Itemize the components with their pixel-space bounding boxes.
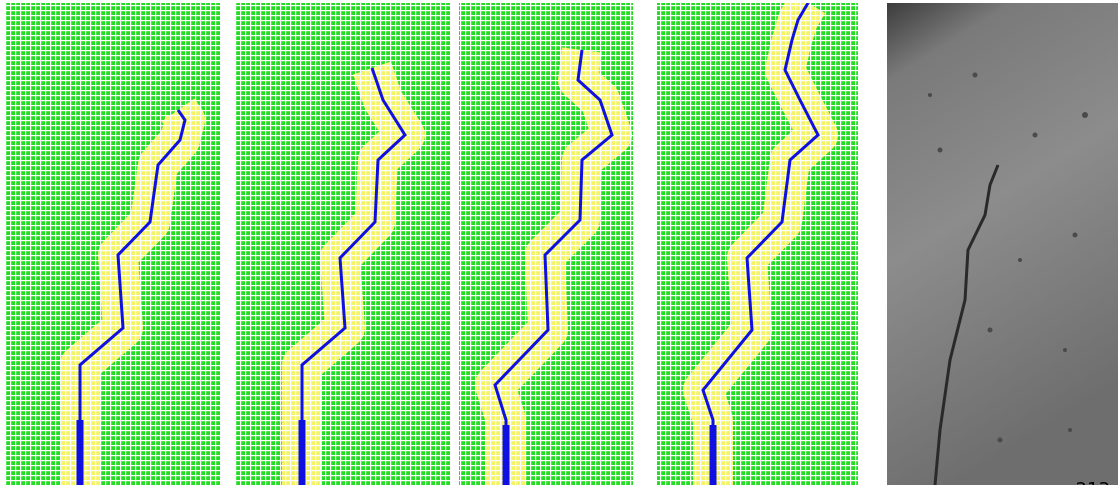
corner-label: 213 [1076, 479, 1110, 490]
panel-3 [459, 3, 633, 490]
grid [459, 3, 633, 485]
grid [657, 3, 858, 485]
grid [5, 3, 220, 485]
crack-detection-figure: 213 [0, 0, 1118, 490]
photo-bg [887, 3, 1118, 485]
grid [235, 3, 450, 485]
panel-1 [5, 3, 220, 490]
panel-4 [657, 3, 858, 490]
concrete-photo: 213 [887, 3, 1118, 490]
panel-2 [235, 3, 450, 490]
